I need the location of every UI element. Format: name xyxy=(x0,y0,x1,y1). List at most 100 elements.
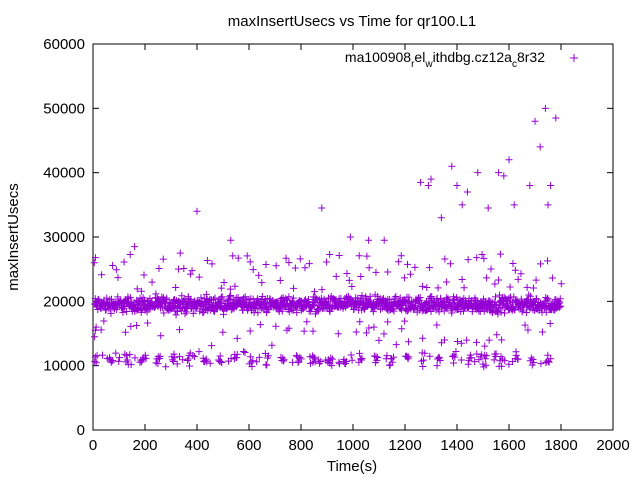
data-point xyxy=(383,352,391,360)
data-point xyxy=(512,351,520,359)
data-point xyxy=(171,354,179,362)
data-point xyxy=(436,356,444,364)
data-point xyxy=(142,355,150,363)
data-point xyxy=(309,327,317,335)
data-point xyxy=(491,280,499,288)
data-point xyxy=(440,336,448,344)
data-point xyxy=(116,354,124,362)
data-point xyxy=(253,358,261,366)
data-point xyxy=(357,356,365,364)
data-point xyxy=(256,321,264,329)
data-point xyxy=(350,305,358,313)
data-point xyxy=(425,264,433,272)
data-point xyxy=(233,350,241,358)
data-point xyxy=(424,182,432,190)
data-point xyxy=(352,328,360,336)
data-point xyxy=(327,354,335,362)
data-point xyxy=(481,342,489,350)
data-point xyxy=(473,254,481,262)
chart-title: maxInsertUsecs vs Time for qr100.L1 xyxy=(228,13,476,30)
data-point xyxy=(450,359,458,367)
data-point xyxy=(206,359,214,367)
data-point xyxy=(226,293,234,301)
data-point xyxy=(466,354,474,362)
data-point xyxy=(155,264,163,272)
data-point xyxy=(533,295,541,303)
data-point xyxy=(529,306,537,314)
data-point xyxy=(137,287,145,295)
data-point xyxy=(208,342,216,350)
data-point xyxy=(208,260,216,268)
data-point xyxy=(505,294,513,302)
data-point xyxy=(169,357,177,365)
data-point xyxy=(90,259,98,267)
x-tick-label: 0 xyxy=(89,437,97,454)
data-point xyxy=(284,296,292,304)
data-point xyxy=(423,283,431,291)
data-point xyxy=(544,201,552,209)
data-point xyxy=(123,352,131,360)
data-point xyxy=(369,308,377,316)
data-point xyxy=(301,264,309,272)
data-point xyxy=(538,328,546,336)
data-point xyxy=(157,332,165,340)
data-point xyxy=(421,300,429,308)
data-point xyxy=(492,350,500,358)
data-point xyxy=(355,252,363,260)
data-point xyxy=(305,260,313,268)
data-point xyxy=(226,285,234,293)
data-point xyxy=(120,258,128,266)
data-point xyxy=(249,266,257,274)
data-point xyxy=(185,362,193,370)
data-point xyxy=(107,358,115,366)
data-point xyxy=(373,356,381,364)
data-point xyxy=(546,319,554,327)
data-point xyxy=(548,274,556,282)
data-point xyxy=(472,296,480,304)
data-point xyxy=(365,264,373,272)
data-point xyxy=(498,336,506,344)
data-point xyxy=(176,353,184,361)
data-point xyxy=(183,356,191,364)
data-point xyxy=(202,290,210,298)
data-point xyxy=(524,326,532,334)
data-point xyxy=(289,294,297,302)
data-point xyxy=(435,353,443,361)
data-point xyxy=(203,257,211,265)
data-point xyxy=(146,295,154,303)
data-point xyxy=(123,298,131,306)
data-point xyxy=(342,358,350,366)
data-point xyxy=(159,255,167,263)
data-point xyxy=(375,336,383,344)
data-point xyxy=(294,358,302,366)
data-point xyxy=(522,309,530,317)
data-point xyxy=(483,274,491,282)
data-point xyxy=(505,156,513,164)
data-point xyxy=(441,255,449,263)
data-point xyxy=(296,353,304,361)
data-point xyxy=(92,323,100,331)
data-point xyxy=(140,271,148,279)
data-point xyxy=(240,348,248,356)
data-point xyxy=(210,295,218,303)
data-point xyxy=(170,350,178,358)
data-point xyxy=(529,284,537,292)
data-point xyxy=(154,360,162,368)
data-point xyxy=(246,327,254,335)
data-point xyxy=(263,361,271,369)
data-point xyxy=(282,254,290,262)
data-point xyxy=(419,362,427,370)
data-point xyxy=(176,249,184,257)
data-point xyxy=(323,258,331,266)
data-point xyxy=(243,252,251,260)
data-point xyxy=(218,359,226,367)
data-point xyxy=(91,326,99,334)
data-point xyxy=(365,324,373,332)
data-point xyxy=(348,356,356,364)
data-point xyxy=(317,358,325,366)
data-point xyxy=(216,352,224,360)
data-point xyxy=(527,354,535,362)
data-point xyxy=(370,323,378,331)
data-point xyxy=(395,258,403,266)
data-point xyxy=(420,356,428,364)
